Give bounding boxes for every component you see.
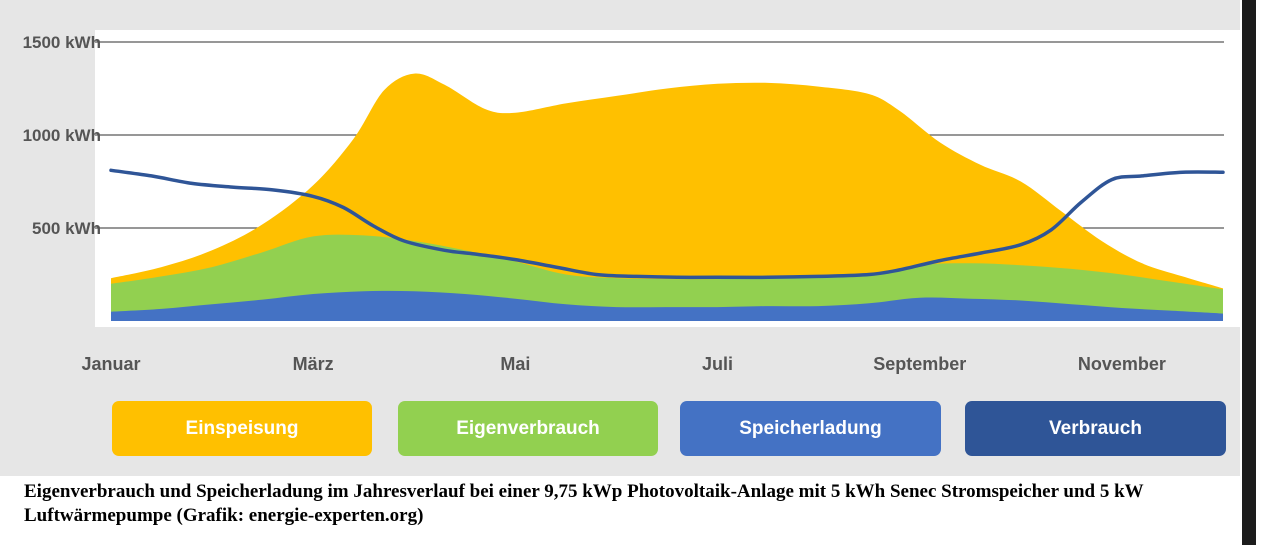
x-tick-label-januar: Januar [81,354,140,374]
figure-caption: Eigenverbrauch und Speicherladung im Jah… [24,481,1144,526]
x-tick-label-september: September [873,354,966,374]
legend-einspeisung-label: Einspeisung [185,417,299,439]
x-tick-label-mai: Mai [500,354,530,374]
legend-verbrauch-label: Verbrauch [1049,417,1142,439]
legend-speicherladung-label: Speicherladung [739,417,882,439]
area-chart: 500 kWh 1000 kWh 1500 kWh Januar März Mai Jul… [23,33,1225,374]
legend-eigenverbrauch: Eigenverbrauch [398,401,658,456]
legend-einspeisung: Einspeisung [112,401,372,456]
x-axis: Januar März Mai Juli September November [81,354,1165,374]
y-axis: 500 kWh 1000 kWh 1500 kWh [23,33,101,238]
line-layer [109,168,1225,280]
legend-eigenverbrauch-label: Eigenverbrauch [456,417,600,439]
y-tick-label-1000: 1000 kWh [23,126,101,145]
right-edge-bar [1242,0,1256,545]
legend-verbrauch: Verbrauch [965,401,1226,456]
area-layer [111,73,1223,321]
y-tick-label-1500: 1500 kWh [23,33,101,52]
x-tick-label-m-rz: März [293,354,334,374]
x-tick-label-juli: Juli [702,354,733,374]
area-speicherladung [111,290,1223,321]
y-tick-label-500: 500 kWh [32,219,101,238]
legend-speicherladung: Speicherladung [680,401,941,456]
x-tick-label-november: November [1078,354,1166,374]
line-verbrauch [109,168,1225,280]
